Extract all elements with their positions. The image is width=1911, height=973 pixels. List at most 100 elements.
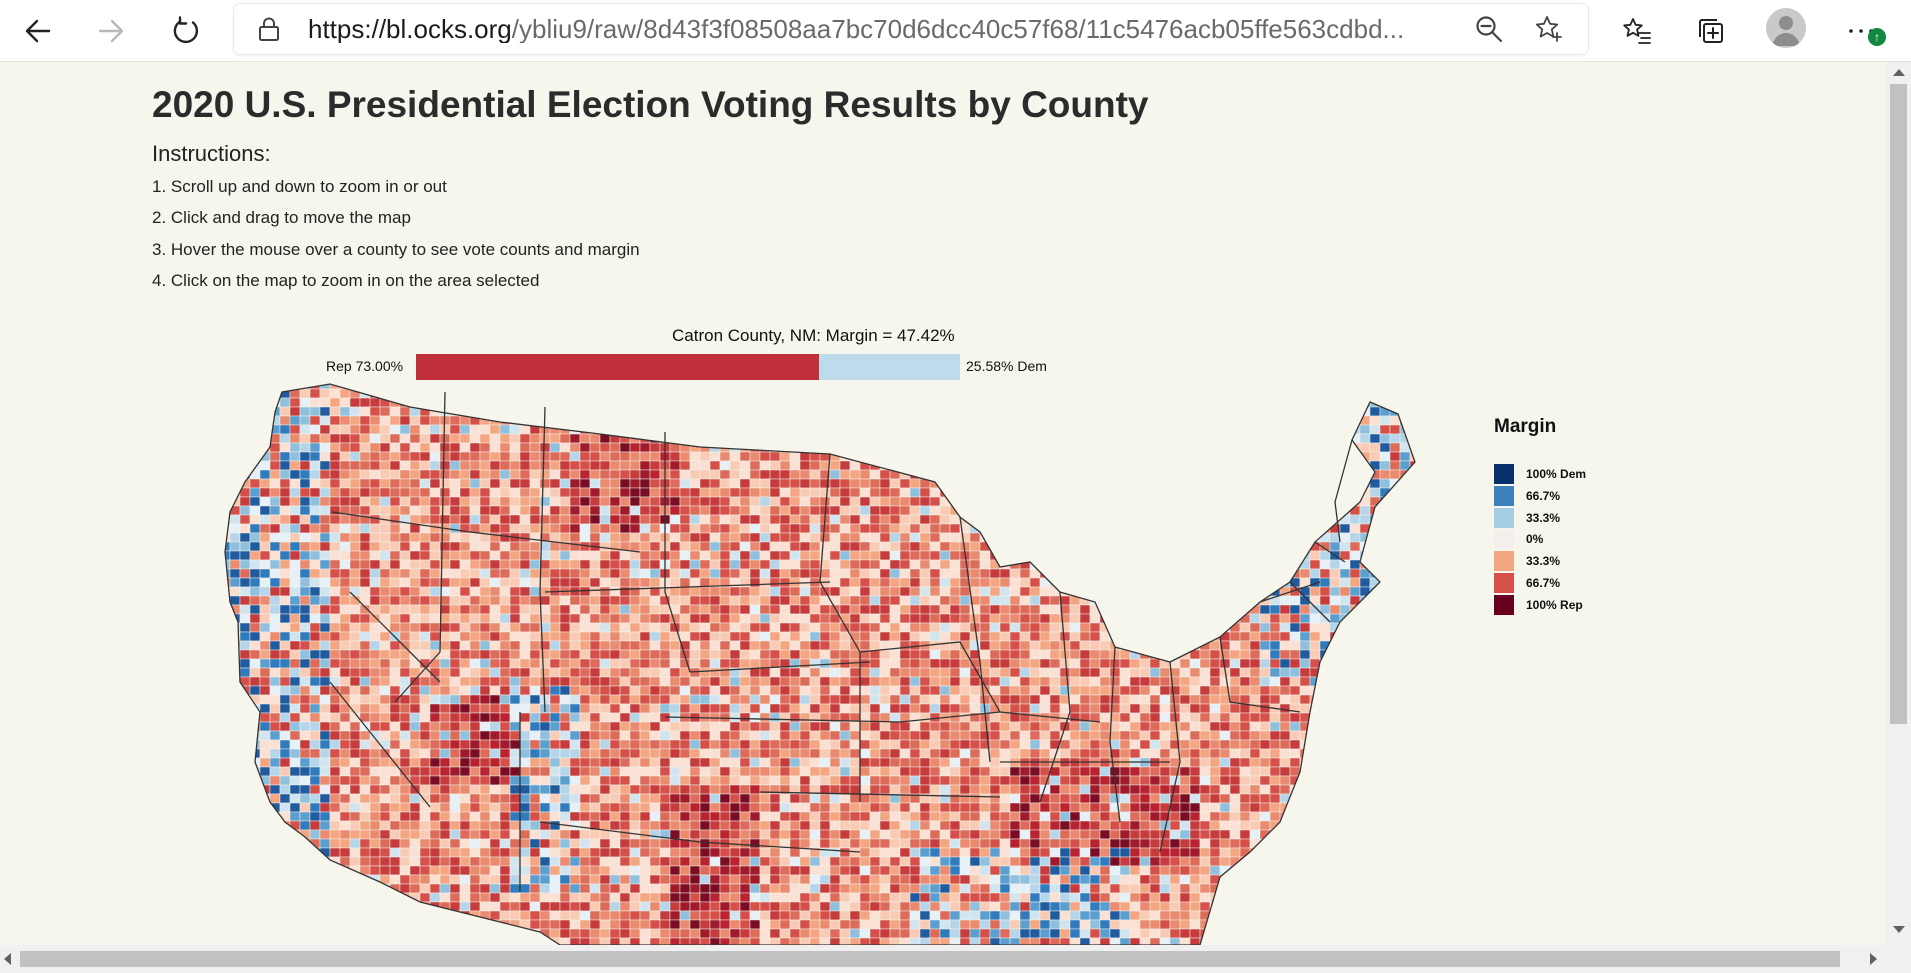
county-cell[interactable] (539, 730, 551, 741)
county-cell[interactable] (569, 739, 581, 750)
county-cell[interactable] (619, 712, 631, 723)
county-cell[interactable] (1299, 397, 1311, 408)
county-cell[interactable] (569, 424, 581, 435)
county-cell[interactable] (1359, 577, 1371, 588)
county-cell[interactable] (1209, 721, 1221, 732)
county-cell[interactable] (449, 397, 461, 408)
county-cell[interactable] (359, 523, 371, 534)
county-cell[interactable] (1109, 559, 1121, 570)
county-cell[interactable] (849, 703, 861, 714)
county-cell[interactable] (969, 685, 981, 696)
county-cell[interactable] (399, 622, 411, 633)
county-cell[interactable] (1049, 604, 1061, 615)
county-cell[interactable] (739, 586, 751, 597)
county-cell[interactable] (739, 505, 751, 516)
county-cell[interactable] (279, 532, 291, 543)
county-cell[interactable] (1039, 586, 1051, 597)
county-cell[interactable] (629, 460, 641, 471)
county-cell[interactable] (1299, 514, 1311, 525)
county-cell[interactable] (1129, 631, 1141, 642)
county-cell[interactable] (889, 415, 901, 426)
county-cell[interactable] (1159, 703, 1171, 714)
county-cell[interactable] (1409, 703, 1420, 714)
county-cell[interactable] (359, 550, 371, 561)
county-cell[interactable] (239, 568, 251, 579)
county-cell[interactable] (1169, 478, 1181, 489)
county-cell[interactable] (509, 460, 521, 471)
county-cell[interactable] (459, 424, 471, 435)
county-cell[interactable] (899, 451, 911, 462)
county-cell[interactable] (599, 541, 611, 552)
county-cell[interactable] (869, 415, 881, 426)
county-cell[interactable] (289, 550, 301, 561)
county-cell[interactable] (1069, 712, 1081, 723)
county-cell[interactable] (599, 595, 611, 606)
county-cell[interactable] (879, 550, 891, 561)
county-cell[interactable] (909, 496, 921, 507)
county-cell[interactable] (609, 442, 621, 453)
county-cell[interactable] (819, 658, 831, 669)
county-cell[interactable] (289, 667, 301, 678)
county-cell[interactable] (279, 415, 291, 426)
county-cell[interactable] (289, 595, 301, 606)
county-cell[interactable] (719, 721, 731, 732)
county-cell[interactable] (1009, 496, 1021, 507)
county-cell[interactable] (799, 694, 811, 705)
county-cell[interactable] (229, 685, 241, 696)
county-cell[interactable] (869, 703, 881, 714)
county-cell[interactable] (1369, 721, 1381, 732)
county-cell[interactable] (699, 469, 711, 480)
county-cell[interactable] (619, 568, 631, 579)
county-cell[interactable] (329, 721, 341, 732)
county-cell[interactable] (1319, 514, 1331, 525)
county-cell[interactable] (1219, 676, 1231, 687)
county-cell[interactable] (229, 424, 241, 435)
county-cell[interactable] (949, 730, 961, 741)
county-cell[interactable] (359, 532, 371, 543)
county-cell[interactable] (339, 640, 351, 651)
county-cell[interactable] (1089, 451, 1101, 462)
county-cell[interactable] (389, 550, 401, 561)
county-cell[interactable] (1259, 433, 1271, 444)
county-cell[interactable] (639, 685, 651, 696)
county-cell[interactable] (979, 577, 991, 588)
county-cell[interactable] (819, 649, 831, 660)
county-cell[interactable] (1239, 649, 1251, 660)
county-cell[interactable] (899, 388, 911, 399)
county-cell[interactable] (969, 676, 981, 687)
county-cell[interactable] (579, 505, 591, 516)
county-cell[interactable] (1199, 712, 1211, 723)
county-cell[interactable] (829, 388, 841, 399)
county-cell[interactable] (919, 739, 931, 750)
county-cell[interactable] (369, 613, 381, 624)
county-cell[interactable] (889, 532, 901, 543)
county-cell[interactable] (699, 667, 711, 678)
county-cell[interactable] (529, 703, 541, 714)
county-cell[interactable] (769, 703, 781, 714)
county-cell[interactable] (619, 730, 631, 741)
county-cell[interactable] (579, 568, 591, 579)
county-cell[interactable] (859, 550, 871, 561)
county-cell[interactable] (779, 559, 791, 570)
county-cell[interactable] (1079, 568, 1091, 579)
back-button[interactable] (15, 8, 61, 54)
county-cell[interactable] (929, 631, 941, 642)
county-cell[interactable] (1189, 514, 1201, 525)
county-cell[interactable] (559, 442, 571, 453)
county-cell[interactable] (1209, 451, 1221, 462)
county-cell[interactable] (819, 442, 831, 453)
county-cell[interactable] (1129, 460, 1141, 471)
county-cell[interactable] (1379, 595, 1391, 606)
county-cell[interactable] (469, 739, 481, 750)
county-cell[interactable] (349, 613, 361, 624)
county-cell[interactable] (339, 460, 351, 471)
county-cell[interactable] (899, 595, 911, 606)
county-cell[interactable] (669, 658, 681, 669)
county-cell[interactable] (309, 658, 321, 669)
county-cell[interactable] (579, 478, 591, 489)
county-cell[interactable] (599, 730, 611, 741)
county-cell[interactable] (1109, 478, 1121, 489)
county-cell[interactable] (259, 685, 271, 696)
county-cell[interactable] (1279, 388, 1291, 399)
county-cell[interactable] (989, 532, 1001, 543)
